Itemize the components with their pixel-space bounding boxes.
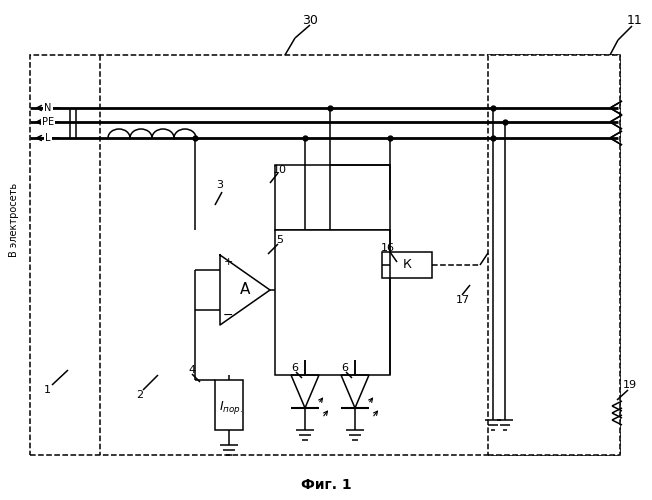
Text: A: A [240, 282, 250, 298]
Text: 1: 1 [44, 385, 50, 395]
Text: PE: PE [42, 117, 54, 127]
Bar [382, 252, 432, 278]
Text: L: L [45, 133, 51, 143]
Text: N: N [44, 103, 52, 113]
Text: 3: 3 [216, 180, 224, 190]
Bar [488, 55, 620, 455]
Text: 6: 6 [342, 363, 349, 373]
Text: 5: 5 [276, 235, 284, 245]
Text: 19: 19 [623, 380, 637, 390]
Text: +: + [224, 257, 233, 267]
Text: Фиг. 1: Фиг. 1 [301, 478, 351, 492]
Text: $I_{пор.}$: $I_{пор.}$ [219, 400, 243, 416]
Text: −: − [223, 308, 233, 322]
Text: 4: 4 [188, 365, 196, 375]
Bar [275, 165, 390, 230]
Text: 10: 10 [273, 165, 287, 175]
Text: 11: 11 [627, 14, 643, 26]
Text: 30: 30 [302, 14, 318, 26]
Text: 2: 2 [136, 390, 143, 400]
Bar [215, 380, 243, 430]
Text: К: К [402, 258, 411, 272]
Text: В электросеть: В электросеть [9, 183, 19, 257]
Bar [30, 55, 620, 455]
Text: 6: 6 [291, 363, 299, 373]
Text: 16: 16 [381, 243, 395, 253]
Text: 17: 17 [456, 295, 470, 305]
Bar [275, 230, 390, 375]
